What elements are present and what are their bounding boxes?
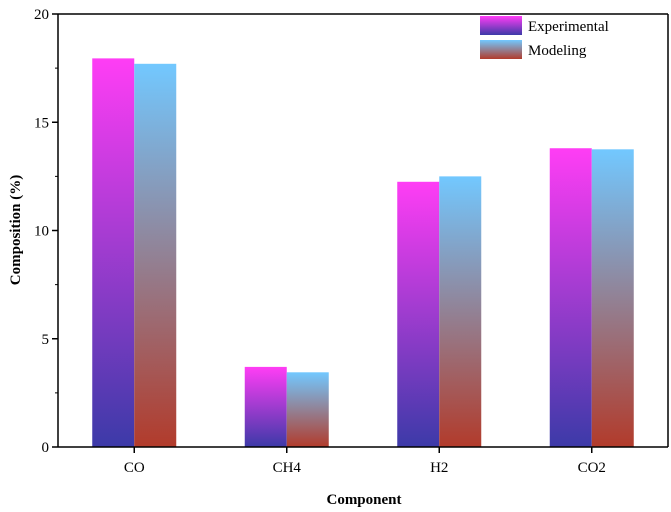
y-tick-label: 20 — [34, 7, 49, 23]
bar-experimental-co2 — [549, 148, 592, 448]
x-tick-label-co2: CO2 — [578, 460, 606, 476]
x-tick-label-co: CO — [124, 460, 145, 476]
x-tick-label-h2: H2 — [430, 460, 448, 476]
bar-experimental-co — [92, 58, 135, 447]
y-tick-label: 10 — [34, 224, 49, 240]
y-tick-label: 5 — [42, 332, 50, 348]
bar-modeling-ch4 — [286, 372, 329, 447]
x-tick-label-ch4: CH4 — [273, 460, 302, 476]
bar-experimental-h2 — [397, 181, 440, 447]
bar-modeling-co — [134, 63, 177, 448]
x-axis-title: Component — [326, 492, 401, 508]
axes-layer: 0 5 10 15 20 CO CH4 H2 CO2 — [34, 7, 669, 476]
legend-swatch-experimental — [480, 16, 522, 35]
legend-label-experimental: Experimental — [528, 19, 609, 35]
y-tick-label: 15 — [34, 115, 49, 131]
y-axis-title: Composition (%) — [8, 175, 24, 285]
bar-modeling-h2 — [439, 176, 482, 447]
legend-label-modeling: Modeling — [528, 43, 587, 59]
legend: Experimental Modeling — [480, 16, 609, 59]
bar-modeling-co2 — [591, 149, 634, 447]
y-tick-label: 0 — [42, 440, 50, 456]
bars-layer — [92, 58, 634, 448]
legend-swatch-modeling — [480, 40, 522, 59]
bar-experimental-ch4 — [244, 366, 287, 447]
